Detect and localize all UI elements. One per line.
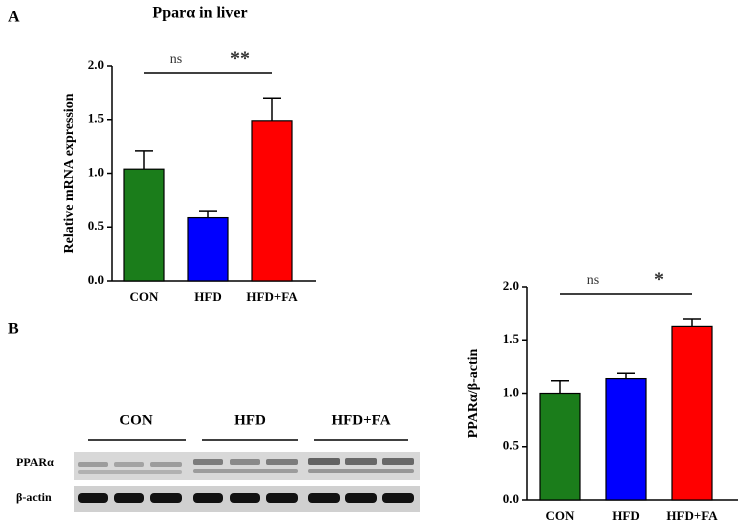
x-tick-label: HFD: [612, 508, 639, 523]
y-tick-label: 1.0: [503, 384, 519, 399]
bar: [539, 392, 581, 501]
western-blot: CON HFD HFD+FA PPARα β-actin: [16, 412, 420, 512]
bar: [187, 216, 229, 282]
bar: [671, 325, 713, 501]
y-tick-label: 1.5: [503, 331, 520, 346]
y-tick-label: 1.0: [88, 164, 104, 179]
x-tick-label: HFD+FA: [246, 289, 298, 304]
bar: [123, 168, 165, 282]
blot-bands: [78, 458, 414, 474]
y-axis-label: PPARα/β-actin: [466, 348, 481, 438]
chart-title: Pparα in liver: [152, 5, 247, 22]
x-tick-label: CON: [546, 508, 576, 523]
blot-group-label: CON: [119, 412, 153, 428]
panel-label: A: [8, 9, 20, 26]
y-axis-label: Relative mRNA expression: [62, 93, 77, 253]
y-tick-label: 0.5: [503, 438, 520, 453]
panel-label: B: [8, 321, 19, 338]
y-tick-label: 2.0: [88, 57, 104, 72]
x-tick-label: CON: [130, 289, 160, 304]
y-tick-label: 0.0: [88, 272, 104, 287]
blot-group-label: HFD: [234, 412, 266, 428]
y-tick-label: 2.0: [503, 278, 519, 293]
blot-strip: [74, 452, 420, 480]
bar: [605, 377, 647, 501]
y-tick-label: 0.0: [503, 491, 519, 506]
bar: [251, 120, 293, 282]
significance-label: **: [230, 48, 250, 70]
x-tick-label: HFD+FA: [666, 508, 718, 523]
blot-row-label: β-actin: [16, 490, 52, 504]
significance-label: *: [654, 269, 664, 291]
blot-group-label: HFD+FA: [331, 412, 390, 428]
x-tick-label: HFD: [194, 289, 221, 304]
blot-bands: [78, 493, 414, 503]
y-tick-label: 1.5: [88, 111, 105, 126]
significance-label: ns: [587, 273, 599, 288]
y-tick-label: 0.5: [88, 218, 105, 233]
significance-label: ns: [170, 52, 182, 67]
blot-row-label: PPARα: [16, 455, 54, 469]
